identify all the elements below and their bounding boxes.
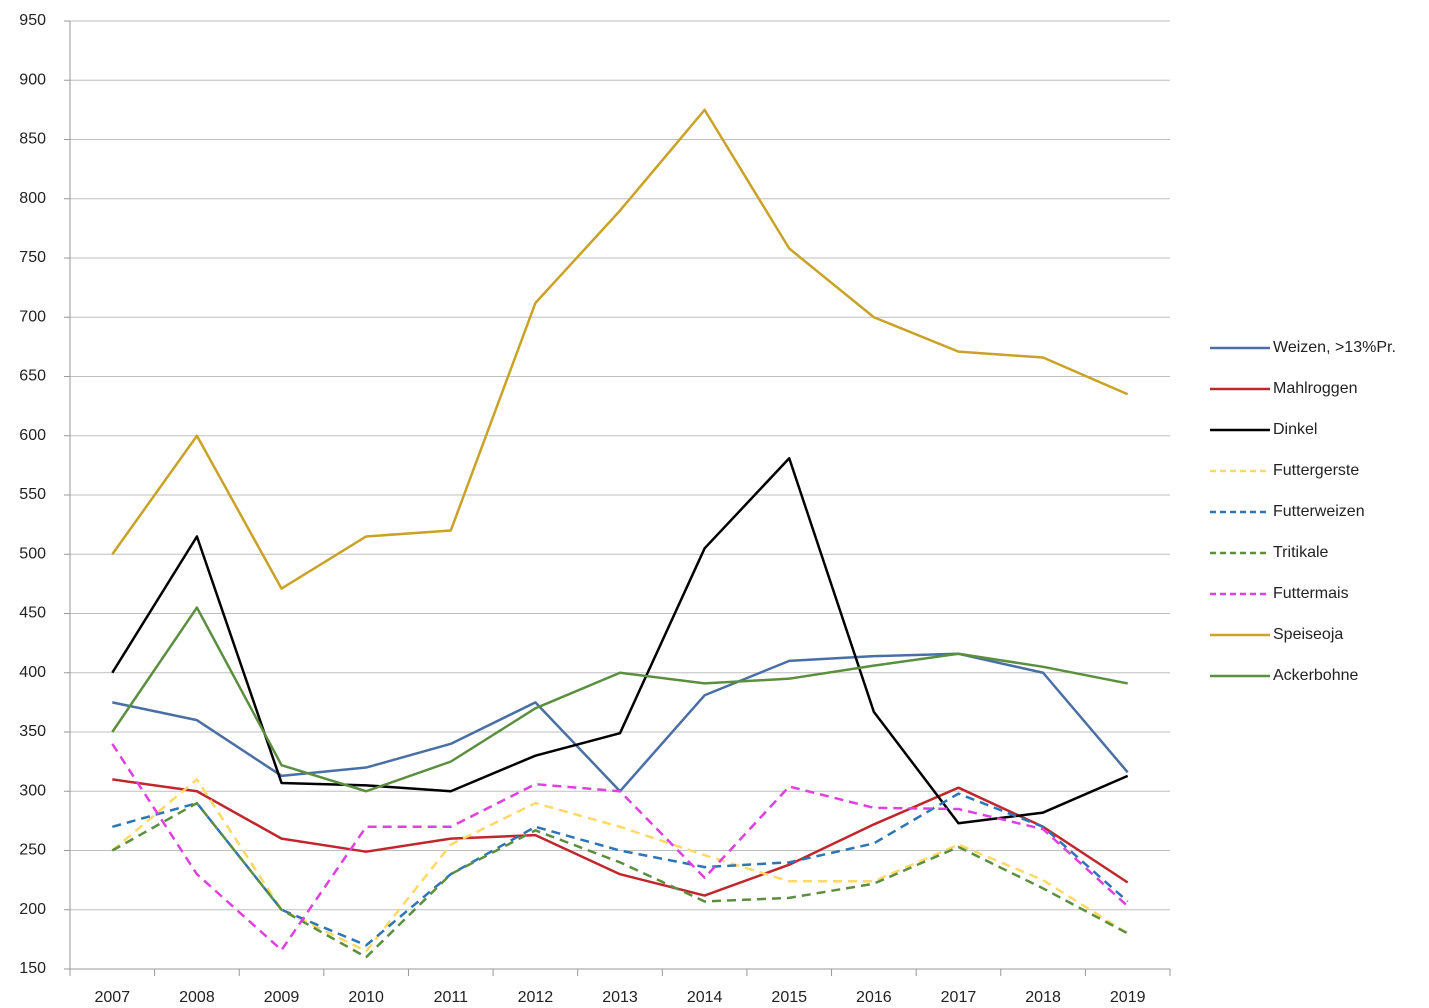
x-tick-label: 2018 <box>1025 989 1061 1006</box>
y-tick-label: 650 <box>19 368 46 385</box>
y-tick-label: 350 <box>19 723 46 740</box>
x-tick-label: 2016 <box>856 989 892 1006</box>
y-tick-label: 200 <box>19 901 46 918</box>
y-tick-label: 950 <box>19 12 46 29</box>
y-tick-label: 450 <box>19 605 46 622</box>
series-line <box>111 743 1129 952</box>
series-line <box>111 108 1129 590</box>
y-tick-label: 600 <box>19 427 46 444</box>
y-tick-label: 150 <box>19 960 46 977</box>
y-tick-label: 300 <box>19 782 46 799</box>
x-tick-label: 2009 <box>264 989 300 1006</box>
x-tick-label: 2011 <box>434 989 469 1006</box>
legend-label: Mahlroggen <box>1273 380 1358 397</box>
x-tick-label: 2008 <box>179 989 215 1006</box>
x-tick-label: 2013 <box>602 989 638 1006</box>
legend-label: Futtergerste <box>1273 462 1359 479</box>
y-tick-label: 800 <box>19 190 46 207</box>
y-tick-label: 850 <box>19 131 46 148</box>
y-tick-label: 700 <box>19 308 46 325</box>
x-tick-label: 2012 <box>518 989 554 1006</box>
series-line <box>112 778 1129 897</box>
series-line <box>111 778 1129 953</box>
y-tick-label: 550 <box>19 486 46 503</box>
legend-label: Futterweizen <box>1273 503 1365 520</box>
x-tick-label: 2019 <box>1110 989 1146 1006</box>
y-tick-label: 750 <box>19 249 46 266</box>
series-line <box>111 606 1128 793</box>
y-tick-label: 400 <box>19 664 46 681</box>
x-tick-label: 2014 <box>687 989 723 1006</box>
legend-label: Ackerbohne <box>1273 667 1358 684</box>
legend-label: Tritikale <box>1273 544 1329 561</box>
x-tick-label: 2007 <box>95 989 131 1006</box>
y-tick-label: 250 <box>19 842 46 859</box>
legend-label: Dinkel <box>1273 421 1317 438</box>
y-tick-label: 900 <box>19 71 46 88</box>
x-tick-label: 2010 <box>348 989 384 1006</box>
legend-label: Speiseoja <box>1273 626 1343 643</box>
y-tick-label: 500 <box>19 545 46 562</box>
x-tick-label: 2015 <box>771 989 807 1006</box>
legend-label: Futtermais <box>1273 585 1349 602</box>
series-line <box>111 801 1129 959</box>
series-line <box>112 652 1129 793</box>
legend-label: Weizen, >13%Pr. <box>1273 339 1396 356</box>
series-line <box>111 457 1129 825</box>
series-line <box>111 792 1129 947</box>
x-tick-label: 2017 <box>941 989 977 1006</box>
